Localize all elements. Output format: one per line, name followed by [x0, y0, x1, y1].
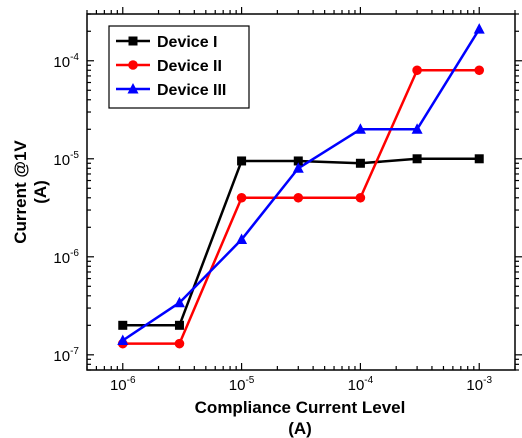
data-point: [293, 192, 304, 203]
y-axis-title-line1: Current @1V: [11, 140, 30, 244]
x-tick-label: 10-4: [348, 375, 374, 394]
data-point: [474, 154, 484, 164]
legend-label: Device III: [157, 82, 226, 99]
data-point: [412, 65, 422, 76]
data-point: [474, 65, 485, 76]
x-tick-label: 10-5: [229, 375, 255, 394]
data-point: [117, 334, 129, 345]
data-point: [355, 158, 365, 168]
x-axis-title-line1: Compliance Current Level: [195, 398, 406, 417]
y-tick-label: 10-4: [53, 52, 79, 71]
data-point: [174, 320, 184, 330]
y-tick-label: 10-5: [53, 150, 79, 169]
x-tick-label: 10-3: [466, 375, 492, 394]
data-point: [236, 192, 247, 203]
data-point: [355, 192, 366, 203]
series-line: [122, 69, 480, 345]
series-line: [122, 157, 480, 327]
legend-items: Device I Device II Device III: [116, 34, 226, 99]
data-point: [173, 296, 185, 308]
y-tick-label: 10-6: [53, 248, 79, 267]
data-point: [354, 123, 366, 134]
legend-label: Device II: [157, 58, 222, 75]
legend-label: Device I: [157, 34, 217, 51]
data-point: [412, 154, 422, 164]
data-point: [473, 23, 485, 34]
x-tick-label: 10-6: [110, 375, 136, 394]
legend-swatch-marker: [128, 36, 138, 46]
x-axis-title-line2: (A): [288, 419, 312, 438]
data-point: [237, 156, 247, 166]
plot-frame: [86, 13, 516, 371]
data-point: [293, 156, 303, 166]
y-axis-title-line2: (A): [31, 180, 50, 204]
data-point: [174, 338, 185, 349]
legend-swatch-marker: [127, 83, 139, 94]
legend: Device I Device II Device III: [108, 25, 250, 109]
data-point: [236, 233, 248, 245]
axis-ticks: [86, 7, 522, 371]
y-tick-label: 10-7: [53, 346, 79, 365]
legend-swatch-marker: [128, 60, 138, 70]
data-point: [118, 320, 128, 330]
data-point: [292, 162, 304, 173]
data-point: [411, 123, 423, 134]
series-markers: [117, 23, 485, 349]
tick-labels: 10-6 10-5 10-4 10-3 10-7 10-6 10-5 10-4: [53, 52, 492, 394]
